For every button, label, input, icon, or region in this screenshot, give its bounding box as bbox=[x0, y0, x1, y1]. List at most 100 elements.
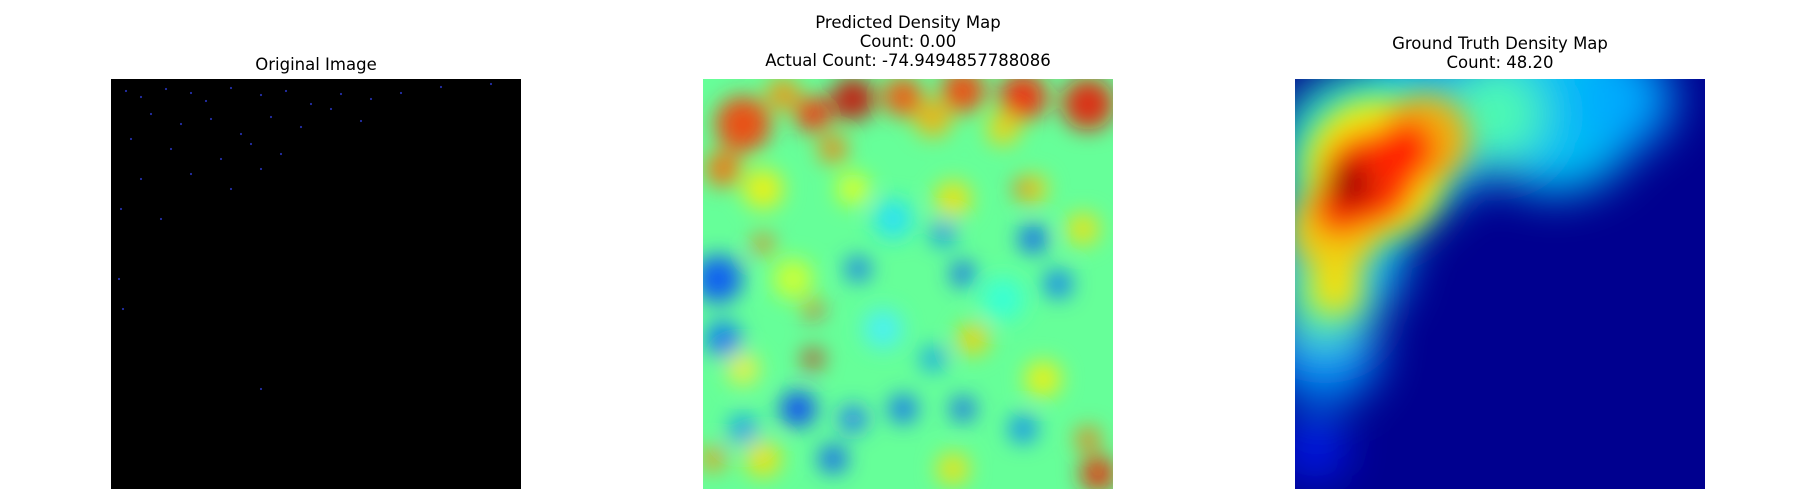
density-blob bbox=[1295, 419, 1345, 479]
image-point bbox=[139, 95, 143, 99]
density-blob bbox=[767, 79, 799, 110]
density-blob bbox=[745, 441, 781, 477]
image-point bbox=[229, 187, 233, 191]
image-point bbox=[149, 112, 153, 116]
density-blob bbox=[1062, 79, 1113, 130]
image-point bbox=[369, 97, 373, 101]
image-point bbox=[164, 87, 168, 91]
density-blob bbox=[803, 349, 823, 369]
density-blob bbox=[1009, 415, 1037, 443]
panel-title: Predicted Density Map Count: 0.00 Actual… bbox=[643, 13, 1173, 70]
image-point bbox=[279, 152, 283, 156]
image-point bbox=[209, 117, 213, 121]
image-point bbox=[489, 82, 493, 86]
density-blob bbox=[1575, 79, 1675, 149]
density-blob bbox=[999, 79, 1047, 121]
image-point bbox=[269, 115, 273, 119]
density-blob bbox=[1326, 160, 1374, 208]
image-point bbox=[139, 177, 143, 181]
image-point bbox=[229, 86, 233, 90]
image-point bbox=[359, 119, 363, 123]
image-point bbox=[339, 92, 343, 96]
image-point bbox=[117, 277, 121, 281]
image-point bbox=[119, 207, 123, 211]
density-blob bbox=[873, 199, 913, 239]
density-blob bbox=[846, 257, 870, 281]
original-image bbox=[111, 79, 521, 489]
density-blob bbox=[883, 79, 923, 117]
density-blob bbox=[795, 96, 831, 132]
density-blob bbox=[941, 79, 985, 113]
title-line: Predicted Density Map bbox=[815, 13, 1001, 32]
predicted-density-heatmap bbox=[703, 79, 1113, 489]
density-blob bbox=[1019, 225, 1047, 253]
density-blob bbox=[937, 453, 969, 485]
density-blob bbox=[987, 113, 1019, 145]
density-blob bbox=[703, 255, 742, 303]
title-line: Ground Truth Density Map bbox=[1392, 34, 1608, 53]
density-blob bbox=[957, 323, 989, 355]
density-blob bbox=[804, 300, 822, 318]
density-blob bbox=[1067, 213, 1099, 245]
panel-title: Ground Truth Density Map Count: 48.20 bbox=[1235, 34, 1765, 72]
image-point bbox=[284, 89, 288, 93]
density-blob bbox=[819, 135, 847, 163]
density-blob bbox=[921, 347, 945, 371]
panel-title: Original Image bbox=[51, 55, 581, 74]
density-blob bbox=[935, 181, 971, 217]
density-blob bbox=[831, 79, 875, 121]
image-point bbox=[189, 91, 193, 95]
image-point bbox=[124, 89, 128, 93]
density-blob bbox=[1375, 119, 1435, 179]
density-blob bbox=[703, 447, 725, 471]
title-line: Original Image bbox=[255, 55, 377, 74]
density-blob bbox=[753, 234, 773, 254]
image-point bbox=[259, 93, 263, 97]
image-point bbox=[249, 142, 253, 146]
image-point bbox=[169, 147, 173, 151]
actual-count-line: Actual Count: -74.9494857788086 bbox=[765, 51, 1051, 70]
image-point bbox=[179, 122, 183, 126]
image-point bbox=[204, 99, 208, 103]
image-point bbox=[159, 217, 163, 221]
density-blob bbox=[1310, 264, 1360, 314]
density-blob bbox=[715, 96, 771, 152]
density-blob bbox=[931, 222, 955, 246]
density-blob bbox=[727, 353, 759, 385]
density-blob bbox=[981, 277, 1025, 321]
density-blob bbox=[839, 405, 867, 433]
density-blob bbox=[773, 259, 813, 299]
image-point bbox=[299, 125, 303, 129]
density-blob bbox=[1445, 79, 1545, 164]
image-point bbox=[439, 85, 443, 89]
panel-predicted-density: Predicted Density Map Count: 0.00 Actual… bbox=[703, 0, 1113, 500]
density-blob bbox=[1025, 361, 1061, 397]
density-blob bbox=[729, 415, 757, 443]
image-point bbox=[189, 172, 193, 176]
image-point bbox=[329, 107, 333, 111]
density-blob bbox=[1080, 456, 1113, 489]
density-blob bbox=[1076, 427, 1100, 451]
density-blob bbox=[1044, 270, 1072, 298]
panel-ground-truth-density: Ground Truth Density Map Count: 48.20 bbox=[1295, 0, 1705, 500]
image-point bbox=[219, 157, 223, 161]
panel-original-image: Original Image bbox=[111, 0, 521, 500]
density-blob bbox=[951, 397, 975, 421]
density-blob bbox=[951, 262, 975, 286]
density-blob bbox=[863, 309, 903, 349]
count-line: Count: 48.20 bbox=[1446, 53, 1554, 72]
density-blob bbox=[889, 395, 917, 423]
image-point bbox=[399, 91, 403, 95]
density-blob bbox=[819, 445, 847, 473]
density-blob bbox=[743, 169, 783, 209]
image-point bbox=[309, 102, 313, 106]
image-point bbox=[259, 167, 263, 171]
image-point bbox=[259, 387, 263, 391]
image-point bbox=[121, 307, 125, 311]
ground-truth-density-heatmap bbox=[1295, 79, 1705, 489]
density-blob bbox=[780, 391, 816, 427]
image-point bbox=[239, 132, 243, 136]
density-blob bbox=[705, 321, 741, 357]
density-blob bbox=[1014, 180, 1032, 198]
density-blob bbox=[837, 173, 869, 205]
